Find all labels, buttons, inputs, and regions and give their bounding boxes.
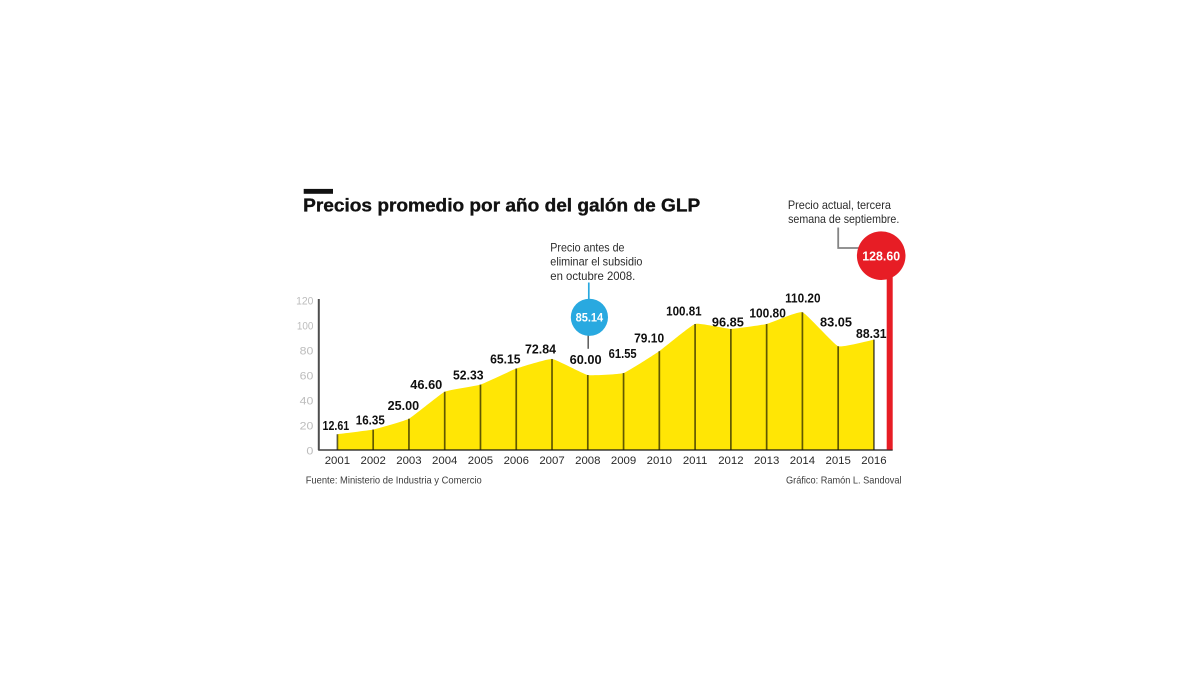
svg-text:60.00: 60.00 (570, 352, 602, 367)
svg-text:2013: 2013 (754, 455, 779, 467)
svg-text:Fuente: Ministerio de Industri: Fuente: Ministerio de Industria y Comerc… (306, 476, 482, 487)
svg-text:2014: 2014 (790, 455, 815, 467)
svg-text:2005: 2005 (468, 455, 493, 467)
svg-text:65.15: 65.15 (490, 351, 521, 366)
svg-text:Gráfico: Ramón L. Sandoval: Gráfico: Ramón L. Sandoval (786, 476, 902, 487)
svg-text:16.35: 16.35 (356, 412, 385, 427)
svg-text:85.14: 85.14 (576, 311, 604, 325)
svg-text:61.55: 61.55 (609, 346, 637, 361)
svg-text:100.80: 100.80 (749, 306, 786, 321)
svg-text:2001: 2001 (325, 455, 350, 467)
svg-text:52.33: 52.33 (453, 367, 484, 382)
svg-text:40: 40 (300, 395, 314, 407)
svg-text:2011: 2011 (683, 455, 708, 467)
svg-text:2015: 2015 (826, 455, 851, 467)
svg-text:128.60: 128.60 (862, 248, 900, 263)
svg-text:2002: 2002 (360, 455, 385, 467)
svg-text:88.31: 88.31 (856, 326, 887, 341)
svg-text:eliminar el subsidio: eliminar el subsidio (550, 255, 642, 269)
svg-text:2007: 2007 (539, 455, 564, 467)
svg-text:Precio antes de: Precio antes de (550, 240, 624, 254)
svg-text:2012: 2012 (718, 455, 743, 467)
svg-text:en octubre 2008.: en octubre 2008. (550, 269, 635, 283)
svg-text:2008: 2008 (575, 455, 600, 467)
svg-text:25.00: 25.00 (388, 398, 420, 413)
svg-text:Precios promedio por año del g: Precios promedio por año del galón de GL… (303, 195, 700, 215)
svg-text:0: 0 (306, 445, 313, 457)
svg-text:60: 60 (300, 370, 314, 382)
svg-text:100.81: 100.81 (666, 303, 702, 318)
svg-text:120: 120 (296, 295, 313, 307)
svg-text:20: 20 (300, 420, 314, 432)
svg-text:100: 100 (297, 320, 314, 332)
svg-text:Precio actual, tercera: Precio actual, tercera (788, 198, 891, 212)
svg-text:79.10: 79.10 (634, 331, 664, 346)
svg-text:2009: 2009 (611, 455, 636, 467)
svg-text:2004: 2004 (432, 455, 457, 467)
svg-text:2016: 2016 (861, 455, 886, 467)
svg-text:72.84: 72.84 (525, 341, 557, 356)
svg-text:83.05: 83.05 (820, 315, 852, 330)
svg-text:46.60: 46.60 (410, 377, 442, 392)
svg-text:semana de septiembre.: semana de septiembre. (788, 212, 899, 226)
svg-text:12.61: 12.61 (323, 418, 350, 433)
svg-text:80: 80 (300, 345, 314, 357)
svg-text:110.20: 110.20 (785, 291, 820, 306)
svg-text:2010: 2010 (647, 455, 672, 467)
svg-text:2003: 2003 (396, 455, 421, 467)
svg-text:96.85: 96.85 (712, 315, 744, 330)
svg-text:2006: 2006 (504, 455, 529, 467)
